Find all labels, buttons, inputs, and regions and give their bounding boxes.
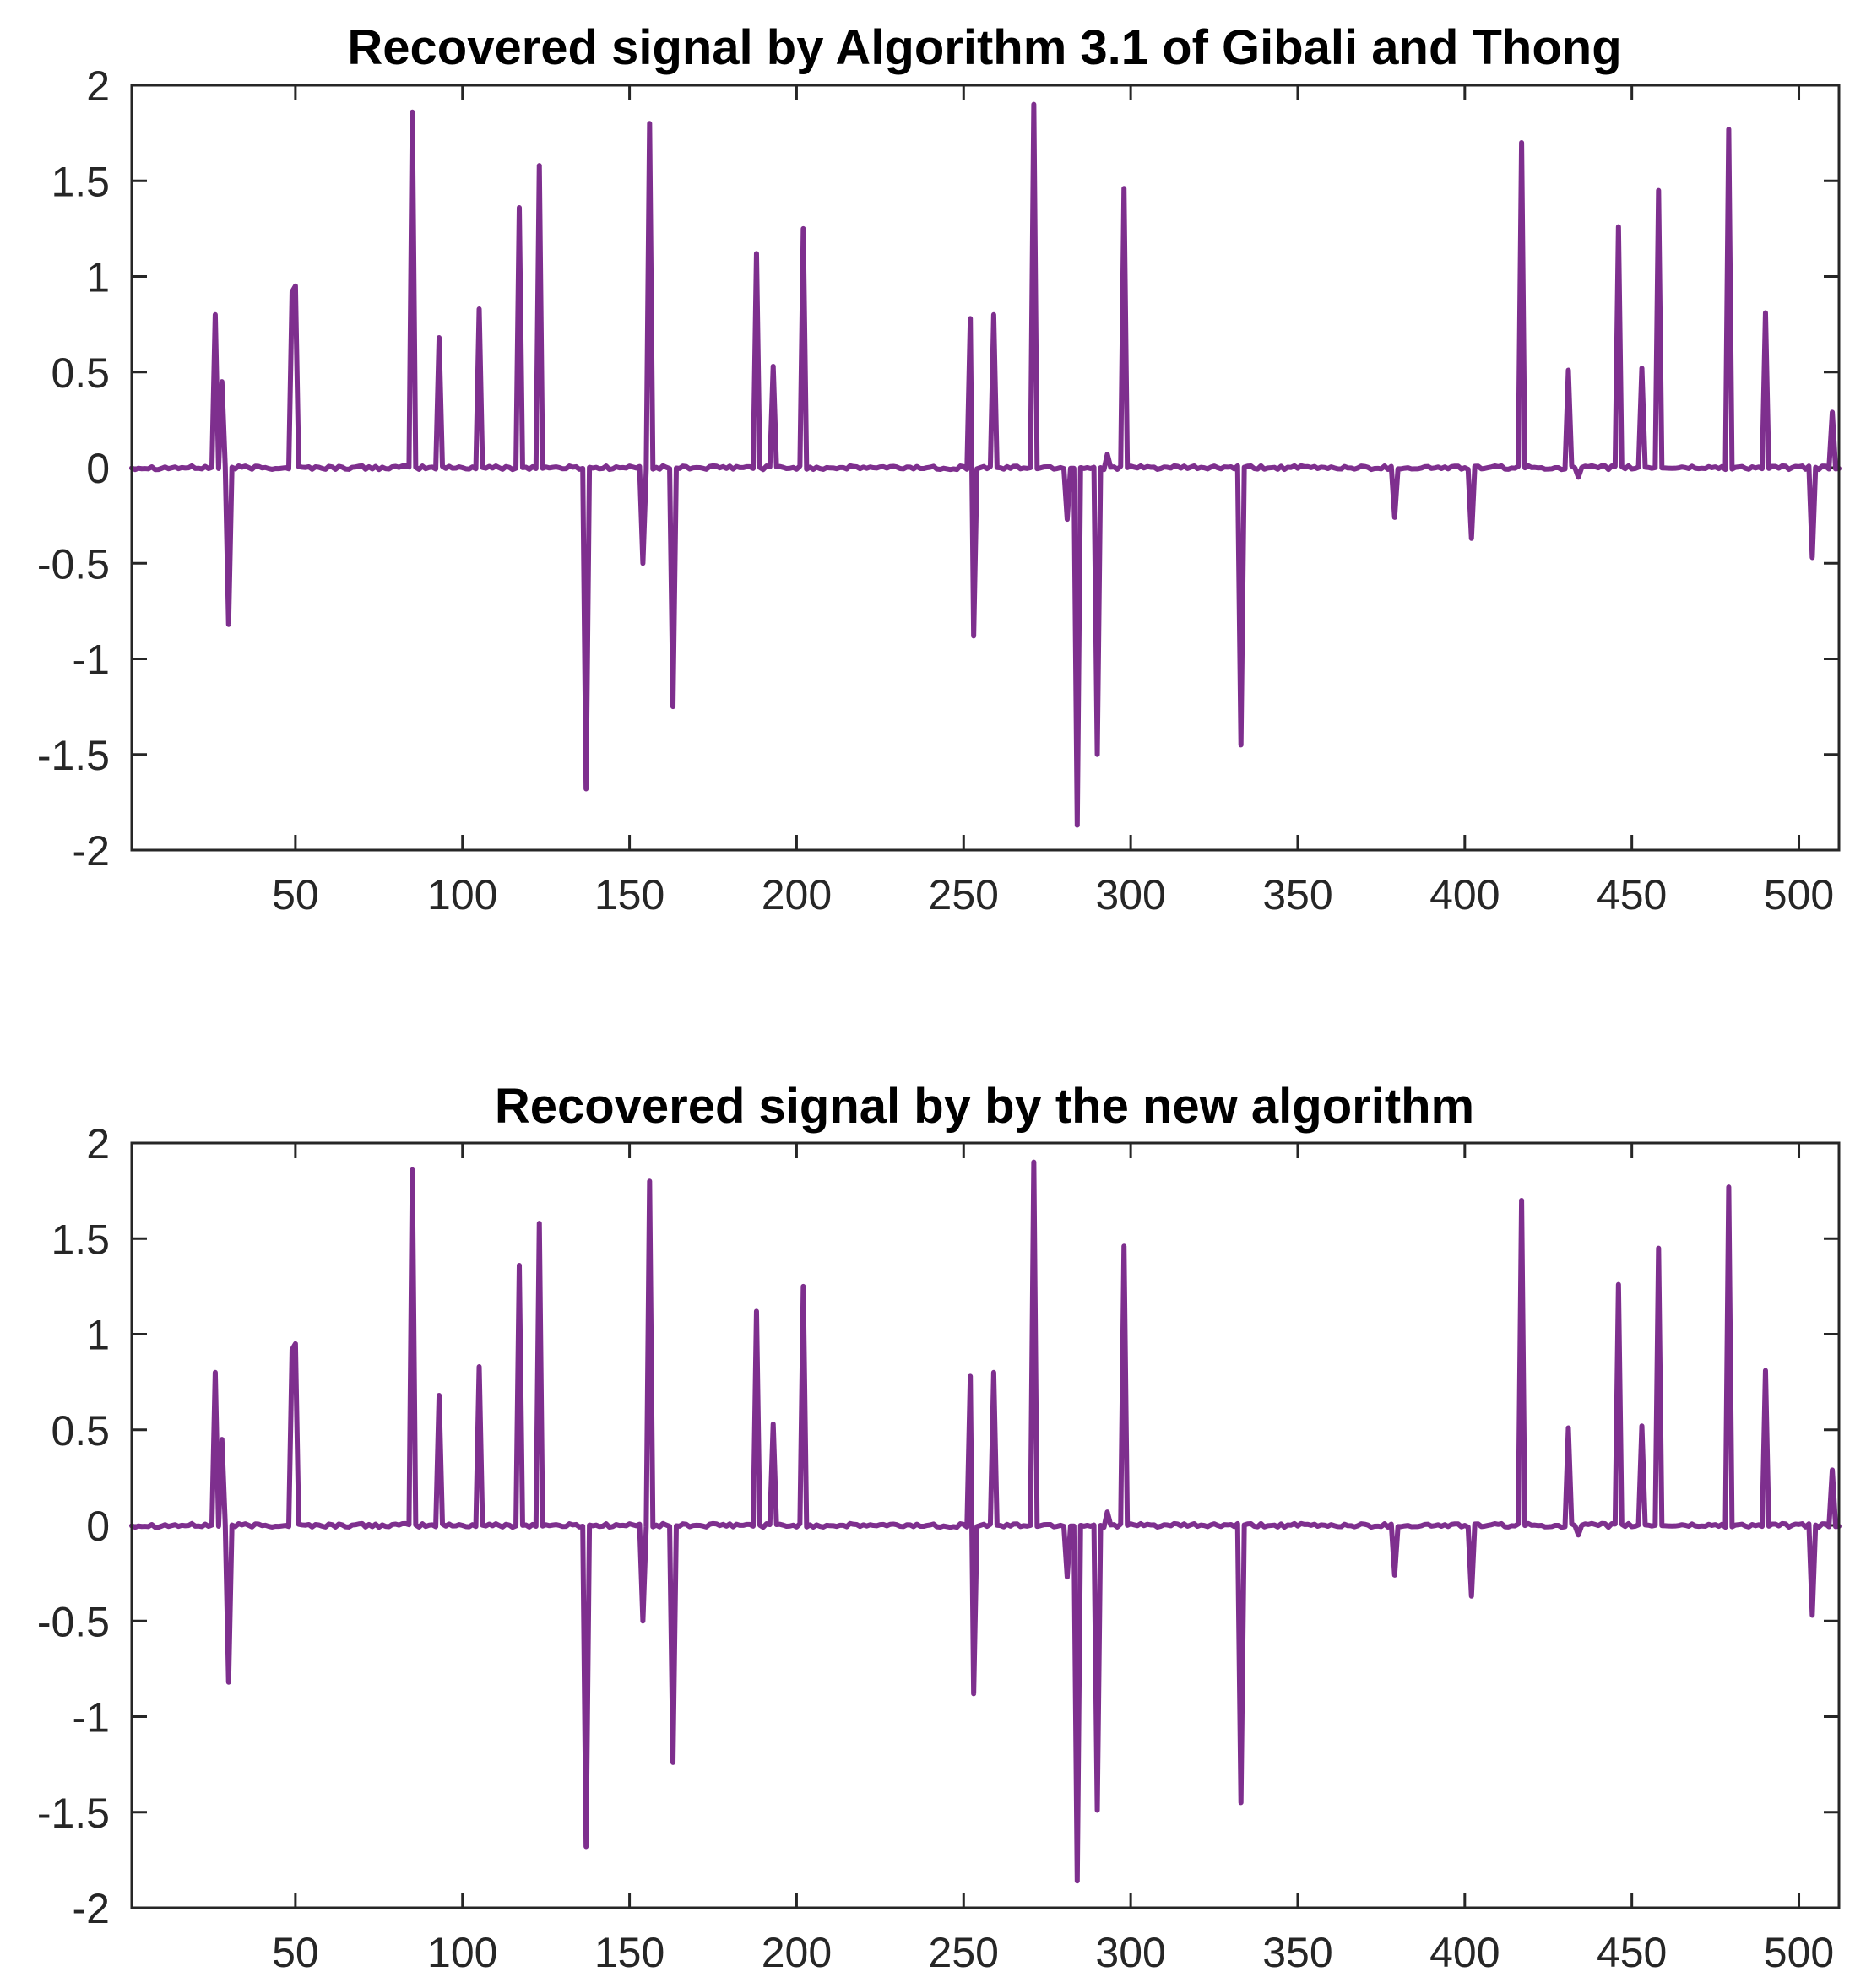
- chart-title-top: Recovered signal by Algorithm 3.1 of Gib…: [347, 20, 1621, 75]
- y-tick-label: -0.5: [37, 1598, 110, 1645]
- y-tick-label: -1: [73, 1694, 110, 1742]
- y-tick-label: 2: [86, 62, 110, 110]
- x-tick-label: 450: [1597, 871, 1667, 918]
- x-tick-label: 500: [1764, 1929, 1834, 1976]
- x-tick-label: 300: [1095, 1929, 1165, 1976]
- x-tick-label: 250: [929, 871, 999, 918]
- chart-bottom-axes-box: [130, 1141, 1841, 1909]
- y-tick-label: 1: [86, 254, 110, 301]
- y-tick-label: 0.5: [51, 1407, 110, 1454]
- x-tick-label: 300: [1095, 871, 1165, 918]
- chart-bottom-ticks: 50 100 150 200 250 300 350 400 450 500 2 1.5 1 0.5 0 -0…: [37, 1120, 1839, 1976]
- x-tick-label: 200: [762, 1929, 832, 1976]
- chart-bottom: Recovered signal by by the new algorithm…: [37, 1079, 1842, 1976]
- y-tick-label: 0: [86, 445, 110, 492]
- x-tick-label: 100: [427, 871, 497, 918]
- series-line-recovered-signal: [129, 101, 1842, 828]
- y-tick-label: -1: [73, 636, 110, 684]
- x-tick-label: 350: [1262, 1929, 1332, 1976]
- chart-title-bottom: Recovered signal by by the new algorithm: [495, 1079, 1474, 1134]
- x-tick-label: 500: [1764, 871, 1834, 918]
- chart-top-ticks: 50 100 150 200 250 300 350 400 450 500 2 1.5 1 0.5 0 -0…: [37, 62, 1839, 918]
- chart-top: Recovered signal by Algorithm 3.1 of Gib…: [37, 20, 1842, 918]
- chart-bottom-series: [129, 1159, 1842, 1884]
- chart-top-series: [129, 101, 1842, 828]
- x-tick-label: 150: [594, 1929, 664, 1976]
- x-tick-label: 450: [1597, 1929, 1667, 1976]
- x-tick-label: 100: [427, 1929, 497, 1976]
- y-tick-label: 1: [86, 1312, 110, 1359]
- x-tick-label: 400: [1429, 1929, 1500, 1976]
- y-tick-label: 1.5: [51, 1216, 110, 1263]
- y-tick-label: -1.5: [37, 1790, 110, 1837]
- y-tick-label: -2: [73, 1885, 110, 1932]
- y-tick-label: -1.5: [37, 732, 110, 779]
- y-tick-label: 1.5: [51, 158, 110, 205]
- series-line-recovered-signal: [129, 1159, 1842, 1884]
- x-tick-label: 50: [272, 871, 319, 918]
- y-tick-label: 0: [86, 1503, 110, 1550]
- x-tick-label: 400: [1429, 871, 1500, 918]
- y-tick-label: 2: [86, 1120, 110, 1167]
- y-tick-label: -2: [73, 827, 110, 875]
- chart-top-axes-box: [130, 84, 1841, 852]
- x-tick-label: 50: [272, 1929, 319, 1976]
- x-tick-label: 250: [929, 1929, 999, 1976]
- x-tick-label: 350: [1262, 871, 1332, 918]
- y-tick-label: 0.5: [51, 349, 110, 397]
- x-tick-label: 200: [762, 871, 832, 918]
- y-tick-label: -0.5: [37, 540, 110, 588]
- x-tick-label: 150: [594, 871, 664, 918]
